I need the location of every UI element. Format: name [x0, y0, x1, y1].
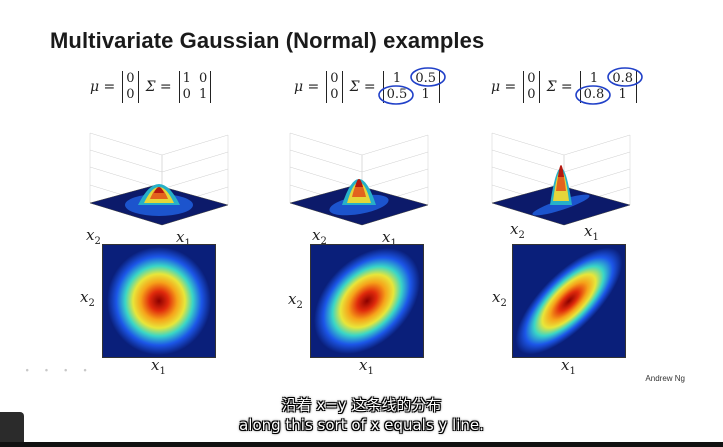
sigma-entry: 0: [198, 71, 208, 86]
hand-drawn-circle-annotations: [574, 67, 643, 105]
mu-entry: 0: [126, 87, 135, 102]
sigma-entry: 0: [182, 87, 191, 102]
mu-label: μ =: [491, 79, 517, 95]
subtitle-english: along this sort of x equals y line.: [239, 416, 484, 434]
sigma-entry: 0.5: [386, 87, 408, 102]
sigma-entry: 0.5: [415, 71, 437, 86]
x1-sub: 1: [159, 366, 166, 377]
sigma-matrix: 1 0.5 0.5 1: [377, 67, 446, 105]
mu-entry: 0: [330, 71, 339, 86]
x2-label: x: [80, 288, 89, 306]
formula-3: μ = 0 0 Σ = 1 0.8 0.8 1: [487, 64, 643, 110]
x1-sub: 1: [390, 238, 397, 249]
faint-marks: ∙ ∙ ∙ ∙: [25, 366, 94, 376]
mu-vector: 0 0: [523, 71, 540, 103]
x1-axis-label: x1: [561, 356, 576, 377]
formula-2: μ = 0 0 Σ = 1 0.5 0.5 1: [290, 64, 446, 110]
x1-label: x: [176, 228, 185, 246]
x2-axis-label: x2: [312, 226, 327, 247]
surface-plot-3: [491, 132, 631, 226]
sigma-entry: 0.8: [583, 87, 605, 102]
x1-sub: 1: [592, 232, 599, 243]
x1-sub: 1: [367, 366, 374, 377]
x1-sub: 1: [184, 238, 191, 249]
x1-axis-label: x1: [359, 356, 374, 377]
sigma-matrix: 1 0 0 1: [178, 71, 212, 103]
sigma-entry: 0.8: [612, 71, 634, 86]
sigma-entry: 1: [182, 71, 191, 86]
sigma-label: Σ =: [145, 79, 172, 95]
mu-entry: 0: [527, 87, 536, 102]
x1-axis-label: x1: [151, 356, 166, 377]
surface-plot-2: [289, 132, 429, 226]
sigma-matrix: 1 0.8 0.8 1: [574, 67, 643, 105]
x1-axis-label: x1: [584, 222, 599, 243]
mu-entry: 0: [527, 71, 536, 86]
heatmap-3: [512, 244, 626, 358]
x2-label: x: [288, 290, 297, 308]
x1-sub: 1: [569, 366, 576, 377]
mu-entry: 0: [126, 71, 135, 86]
x2-label: x: [312, 226, 321, 244]
mu-entry: 0: [330, 87, 339, 102]
x2-axis-label: x2: [80, 288, 95, 309]
x2-label: x: [492, 288, 501, 306]
x1-axis-label: x1: [176, 228, 191, 249]
x1-label: x: [359, 356, 368, 374]
x2-sub: 2: [500, 298, 507, 309]
x1-label: x: [561, 356, 570, 374]
x2-sub: 2: [88, 298, 95, 309]
x2-axis-label: x2: [510, 220, 525, 241]
sigma-entry: 1: [198, 87, 208, 102]
x2-sub: 2: [518, 230, 525, 241]
x2-label: x: [86, 226, 95, 244]
sigma-entry: 1: [589, 71, 599, 86]
sigma-label: Σ =: [546, 79, 573, 95]
sigma-entry: 1: [421, 87, 430, 102]
mu-label: μ =: [294, 79, 320, 95]
x2-sub: 2: [296, 300, 303, 311]
mu-vector: 0 0: [326, 71, 343, 103]
x2-axis-label: x2: [288, 290, 303, 311]
heatmap-1: [102, 244, 216, 358]
x1-label: x: [151, 356, 160, 374]
surface-plot-1: [89, 132, 229, 226]
x1-axis-label: x1: [382, 228, 397, 249]
mu-label: μ =: [90, 79, 116, 95]
author-credit: Andrew Ng: [645, 374, 685, 383]
slide-title: Multivariate Gaussian (Normal) examples: [50, 28, 485, 53]
x2-axis-label: x2: [492, 288, 507, 309]
x1-label: x: [584, 222, 593, 240]
x1-label: x: [382, 228, 391, 246]
mu-vector: 0 0: [122, 71, 139, 103]
x2-sub: 2: [94, 236, 101, 247]
heatmap-2: [310, 244, 424, 358]
sigma-label: Σ =: [349, 79, 376, 95]
x2-axis-label: x2: [86, 226, 101, 247]
sigma-entry: 1: [618, 87, 627, 102]
formula-1: μ = 0 0 Σ = 1 0 0 1: [86, 64, 214, 110]
x2-sub: 2: [320, 236, 327, 247]
x2-label: x: [510, 220, 519, 238]
subtitle-chinese: 沿着 x=y 这条线的分布: [281, 396, 442, 414]
player-bottom-bar: [0, 442, 723, 447]
hand-drawn-circle-annotations: [377, 67, 446, 105]
player-control-corner[interactable]: [0, 412, 24, 447]
sigma-entry: 1: [392, 71, 402, 86]
